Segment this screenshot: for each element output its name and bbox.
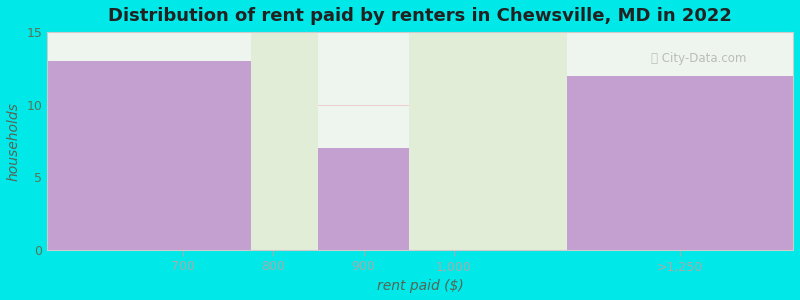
Text: ⓘ City-Data.com: ⓘ City-Data.com <box>651 52 746 65</box>
Bar <box>318 148 409 250</box>
Title: Distribution of rent paid by renters in Chewsville, MD in 2022: Distribution of rent paid by renters in … <box>108 7 732 25</box>
Bar <box>567 76 793 250</box>
Bar <box>47 61 250 250</box>
Y-axis label: households: households <box>7 102 21 181</box>
Bar <box>250 32 318 250</box>
X-axis label: rent paid ($): rent paid ($) <box>377 279 463 293</box>
Bar <box>409 32 567 250</box>
